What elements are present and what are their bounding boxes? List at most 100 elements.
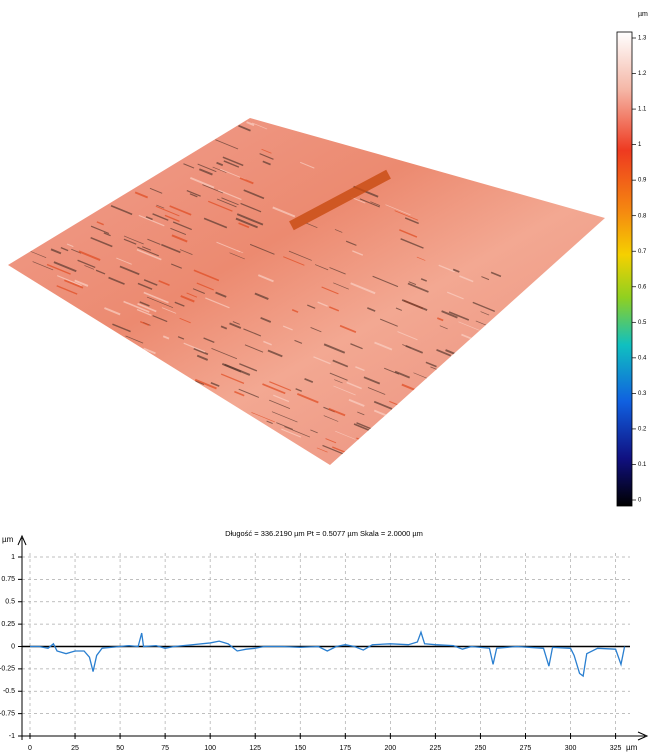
y-axis-label: µm bbox=[2, 535, 14, 544]
surface-streak bbox=[229, 322, 242, 329]
surface-streak bbox=[316, 447, 328, 453]
surface-streak bbox=[108, 276, 125, 285]
surface-streak bbox=[220, 373, 245, 384]
surface-streak bbox=[137, 303, 157, 313]
colorbar-tick-label: 1.2 bbox=[638, 71, 647, 77]
surface-streak bbox=[137, 282, 153, 290]
surface-streak bbox=[134, 191, 149, 199]
x-tick-label: 150 bbox=[294, 745, 306, 752]
surface-streak bbox=[447, 291, 464, 300]
surface-streak bbox=[335, 430, 356, 440]
surface-streak bbox=[479, 358, 504, 369]
surface-streak bbox=[169, 205, 192, 216]
x-tick-label: 225 bbox=[430, 745, 442, 752]
surface-streak bbox=[267, 349, 283, 358]
surface-streak bbox=[452, 268, 460, 273]
surface-streak bbox=[304, 378, 314, 383]
surface-streak bbox=[332, 359, 349, 368]
surface-streak bbox=[436, 349, 452, 357]
surface-streak bbox=[221, 197, 239, 206]
y-tick-label: -1 bbox=[9, 733, 15, 740]
x-tick-label: 250 bbox=[475, 745, 487, 752]
surface-streak bbox=[112, 323, 131, 333]
surface-streak bbox=[379, 318, 398, 327]
surface-streak bbox=[406, 409, 430, 419]
surface-streak bbox=[216, 198, 237, 208]
surface-streak bbox=[416, 256, 426, 261]
surface-streak bbox=[333, 282, 349, 290]
surface-streak bbox=[329, 372, 348, 381]
surface-streak bbox=[193, 269, 220, 282]
surface-streak bbox=[186, 292, 198, 298]
surface-streak bbox=[136, 248, 162, 261]
surface-streak bbox=[123, 235, 144, 245]
x-tick-label: 125 bbox=[249, 745, 261, 752]
x-tick-label: 325 bbox=[610, 745, 622, 752]
surface-streak bbox=[465, 357, 474, 362]
colorbar-tick-label: 1.1 bbox=[638, 107, 647, 113]
surface-streak bbox=[84, 265, 95, 270]
profile-title: Długość = 336.2190 µm Pt = 0.5077 µm Ska… bbox=[225, 529, 423, 538]
surface-streak bbox=[363, 376, 381, 385]
surface-streak bbox=[215, 291, 227, 298]
x-tick-label: 75 bbox=[161, 745, 169, 752]
surface-streak bbox=[404, 217, 419, 225]
surface-streak bbox=[56, 275, 82, 287]
surface-streak bbox=[198, 168, 213, 176]
y-tick-label: 0.75 bbox=[1, 576, 15, 583]
surface-streak bbox=[195, 380, 205, 386]
surface-streak bbox=[281, 428, 302, 438]
surface-streak bbox=[210, 381, 220, 387]
surface-streak bbox=[372, 275, 399, 288]
surface-streak bbox=[143, 279, 158, 286]
surface-streak bbox=[407, 282, 429, 293]
surface-streak bbox=[400, 238, 424, 249]
x-tick-label: 100 bbox=[204, 745, 216, 752]
surface-streak bbox=[216, 161, 224, 167]
surface-streak bbox=[50, 248, 62, 255]
surface-streak bbox=[156, 204, 165, 209]
x-axis-arrow bbox=[637, 731, 649, 741]
surface-streak bbox=[222, 156, 244, 167]
surface-streak bbox=[254, 292, 269, 300]
surface-streak bbox=[339, 324, 357, 333]
surface-streak bbox=[223, 160, 240, 168]
surface-trench bbox=[289, 169, 391, 231]
surface-streak bbox=[77, 259, 96, 269]
profile-line bbox=[30, 630, 626, 678]
surface-streak bbox=[317, 301, 328, 307]
surface-streak bbox=[517, 346, 526, 352]
surface-streak bbox=[189, 193, 198, 198]
surface-streak bbox=[367, 387, 386, 395]
surface-streak bbox=[402, 344, 411, 349]
surface-streak bbox=[269, 381, 292, 392]
surface-streak bbox=[238, 124, 251, 132]
surface-streak bbox=[236, 213, 264, 226]
surface-streak bbox=[152, 315, 168, 323]
surface-streak bbox=[257, 274, 274, 283]
surface-streak bbox=[239, 363, 258, 372]
y-tick-label: -0.75 bbox=[0, 710, 15, 717]
surface-streak bbox=[269, 399, 291, 410]
surface-streak bbox=[492, 331, 511, 340]
surface-streak bbox=[60, 247, 69, 252]
surface-streak bbox=[472, 301, 496, 313]
surface-streak bbox=[142, 246, 152, 251]
surface-streak bbox=[491, 334, 500, 339]
surface-streak bbox=[229, 252, 245, 260]
surface-streak bbox=[490, 271, 502, 278]
surface-streak bbox=[30, 251, 47, 258]
surface-streak bbox=[345, 240, 357, 246]
surface-streak bbox=[294, 339, 303, 344]
surface-streak bbox=[351, 196, 366, 204]
surface-streak bbox=[321, 286, 339, 295]
surface-streak bbox=[53, 261, 77, 273]
surface-streak bbox=[78, 250, 101, 261]
colorbar-tick-label: 0.1 bbox=[638, 462, 647, 468]
surface-streak bbox=[323, 415, 339, 422]
surface-streak bbox=[212, 166, 227, 173]
surface-streak bbox=[193, 347, 209, 356]
surface-streak bbox=[143, 347, 156, 355]
surface-streak bbox=[90, 225, 110, 235]
surface-streak bbox=[161, 243, 181, 254]
